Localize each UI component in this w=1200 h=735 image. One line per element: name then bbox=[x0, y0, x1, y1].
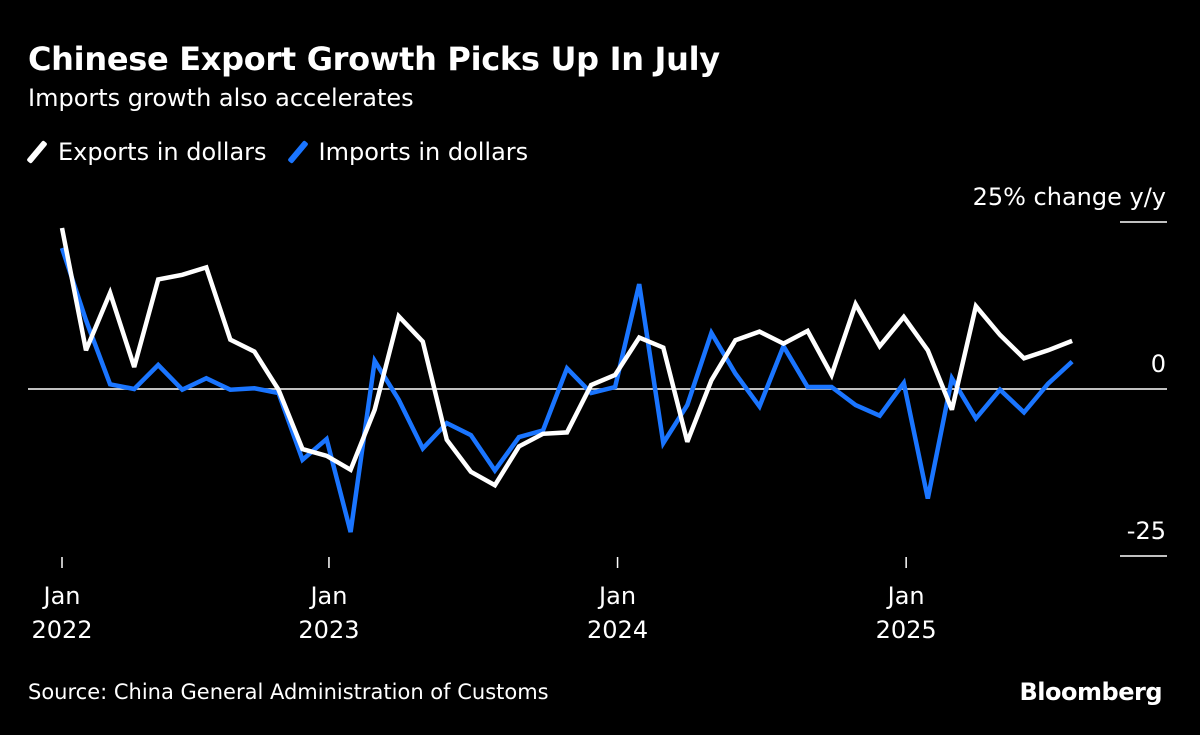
x-tick-year: 2025 bbox=[876, 616, 937, 644]
x-tick-year: 2022 bbox=[31, 616, 92, 644]
y-tick-label: 25% change y/y bbox=[973, 183, 1166, 211]
x-tick-year: 2024 bbox=[587, 616, 648, 644]
x-tick-month: Jan bbox=[42, 582, 81, 610]
y-tick-label: -25 bbox=[1127, 517, 1166, 545]
bloomberg-logo: Bloomberg bbox=[1019, 678, 1163, 706]
source-note: Source: China General Administration of … bbox=[28, 680, 549, 704]
legend-label-exports: Exports in dollars bbox=[58, 138, 267, 166]
x-tick-month: Jan bbox=[308, 582, 347, 610]
x-tick-month: Jan bbox=[597, 582, 636, 610]
legend: Exports in dollars Imports in dollars bbox=[26, 138, 529, 166]
x-tick-year: 2023 bbox=[298, 616, 359, 644]
x-tick-month: Jan bbox=[886, 582, 925, 610]
y-tick-label: 0 bbox=[1151, 350, 1166, 378]
exports-line bbox=[59, 227, 1073, 489]
chart-subtitle: Imports growth also accelerates bbox=[28, 84, 414, 112]
legend-label-imports: Imports in dollars bbox=[318, 138, 529, 166]
chart-title: Chinese Export Growth Picks Up In July bbox=[28, 40, 720, 78]
